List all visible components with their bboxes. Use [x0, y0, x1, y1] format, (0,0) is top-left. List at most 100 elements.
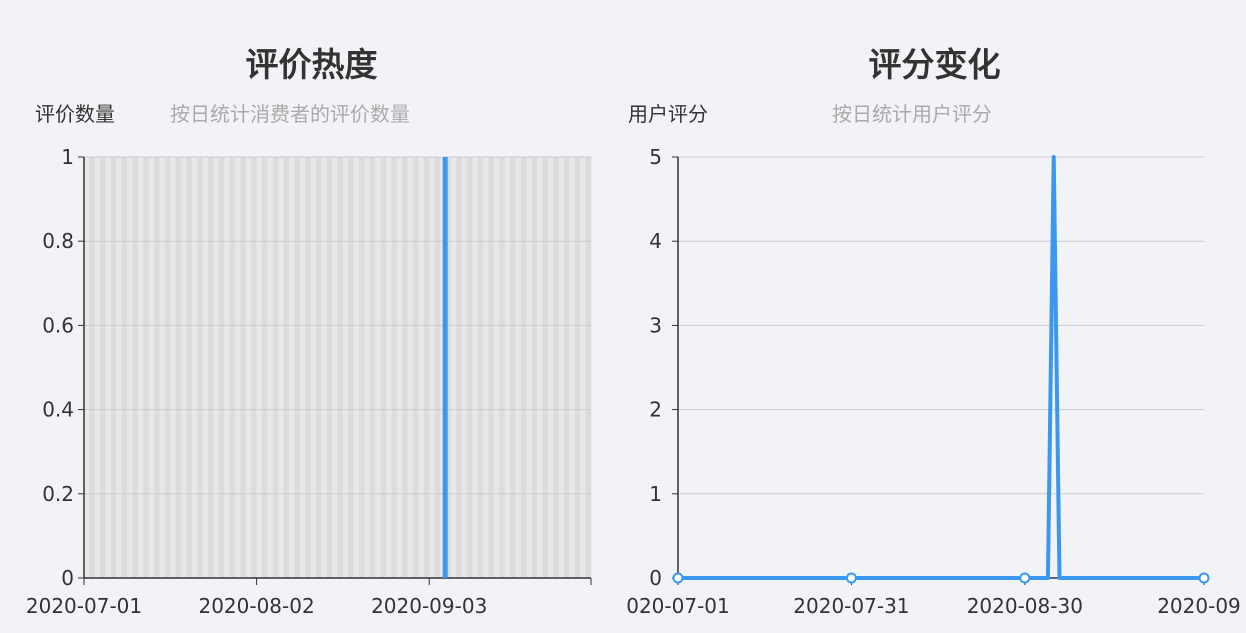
- chart-title: 评价热度: [245, 45, 378, 84]
- y-tick-label: 0.8: [42, 229, 74, 253]
- background-band: [116, 157, 123, 578]
- x-tick-label: 2020-09-03: [371, 594, 487, 618]
- background-band: [396, 157, 403, 578]
- background-band: [445, 157, 452, 578]
- background-band: [558, 157, 565, 578]
- background-band: [466, 157, 473, 578]
- rating-change-plot: 0 1 2 3 4 5 020-07-01 2020-07-31 2020-08-30 2020-…: [626, 145, 1241, 618]
- data-point: [845, 572, 857, 584]
- background-band: [337, 157, 344, 578]
- chart-title: 评分变化: [868, 45, 1001, 84]
- background-band: [148, 157, 155, 578]
- background-band: [181, 157, 187, 578]
- y-tick-label: 0: [61, 566, 74, 590]
- background-band: [332, 157, 338, 578]
- background-band: [359, 157, 365, 578]
- rating-line: [678, 155, 1204, 580]
- y-tick-label: 2: [649, 398, 662, 422]
- background-band: [407, 157, 414, 578]
- background-band: [483, 157, 489, 578]
- background-band: [261, 157, 268, 578]
- background-band: [159, 157, 166, 578]
- background-band: [386, 157, 392, 578]
- background-band: [213, 157, 220, 578]
- background-band: [342, 157, 349, 578]
- y-tick-label: 0: [649, 566, 662, 590]
- x-tick-label: 2020-09: [1157, 594, 1241, 618]
- review-heat-plot: 0 0.2 0.4 0.6 0.8 1 2020-07-01 2020-08-02 2020-0…: [26, 145, 592, 618]
- background-band: [224, 157, 230, 578]
- background-band: [105, 157, 112, 578]
- background-band: [208, 157, 214, 578]
- background-band: [100, 157, 106, 578]
- background-band: [574, 157, 581, 578]
- background-band: [294, 157, 301, 578]
- background-band: [186, 157, 193, 578]
- background-band: [564, 157, 570, 578]
- x-tick-label: 2020-07-31: [793, 594, 909, 618]
- data-point: [672, 572, 684, 584]
- background-band: [472, 157, 479, 578]
- background-band: [520, 157, 527, 578]
- background-band: [542, 157, 549, 578]
- data-bar: [442, 157, 448, 578]
- background-band: [585, 157, 592, 578]
- background-band: [423, 157, 430, 578]
- x-tick-label: 2020-07-01: [26, 594, 142, 618]
- background-band: [526, 157, 532, 578]
- review-heat-chart: 评价热度 评价数量 按日统计消费者的评价数量 0 0.2 0.4 0.6 0.8 1 202…: [26, 45, 592, 618]
- background-band: [240, 157, 247, 578]
- y-tick-label: 1: [61, 145, 74, 169]
- background-band: [380, 157, 387, 578]
- background-band: [402, 157, 408, 578]
- background-band: [305, 157, 311, 578]
- background-band: [477, 157, 484, 578]
- background-band: [461, 157, 468, 578]
- background-band: [310, 157, 317, 578]
- background-band: [283, 157, 290, 578]
- background-band: [499, 157, 506, 578]
- background-band: [229, 157, 236, 578]
- background-band: [94, 157, 101, 578]
- background-band: [418, 157, 425, 578]
- background-band: [488, 157, 495, 578]
- background-band: [315, 157, 322, 578]
- data-point: [1019, 572, 1031, 584]
- background-band: [256, 157, 263, 578]
- background-band: [170, 157, 176, 578]
- background-band: [348, 157, 354, 578]
- background-band: [321, 157, 328, 578]
- background-band: [364, 157, 371, 578]
- rating-change-chart: 评分变化 用户评分 按日统计用户评分 0 1 2 3 4 5 020-07-01 2020-0…: [623, 0, 1246, 633]
- background-band: [137, 157, 144, 578]
- background-band: [143, 157, 150, 578]
- background-band: [164, 157, 171, 578]
- y-axis-label: 评价数量: [35, 102, 115, 126]
- background-band: [154, 157, 160, 578]
- background-band: [434, 157, 441, 578]
- background-band: [326, 157, 333, 578]
- background-band: [375, 157, 381, 578]
- data-point: [1198, 572, 1210, 584]
- x-tick-label: 2020-08-30: [967, 594, 1083, 618]
- background-band: [235, 157, 241, 578]
- background-band: [267, 157, 274, 578]
- background-band: [218, 157, 225, 578]
- background-band: [429, 157, 435, 578]
- background-band: [121, 157, 128, 578]
- background-band: [89, 157, 96, 578]
- background-band: [391, 157, 398, 578]
- y-axis-label: 用户评分: [628, 102, 708, 126]
- background-band: [456, 157, 462, 578]
- y-tick-label: 3: [649, 313, 662, 337]
- background-band: [191, 157, 198, 578]
- y-tick-label: 5: [649, 145, 662, 169]
- background-band: [175, 157, 182, 578]
- y-tick-label: 4: [649, 229, 662, 253]
- background-band: [127, 157, 133, 578]
- background-band: [537, 157, 543, 578]
- background-band: [369, 157, 376, 578]
- background-band: [132, 157, 139, 578]
- background-band: [531, 157, 538, 578]
- background-band: [197, 157, 203, 578]
